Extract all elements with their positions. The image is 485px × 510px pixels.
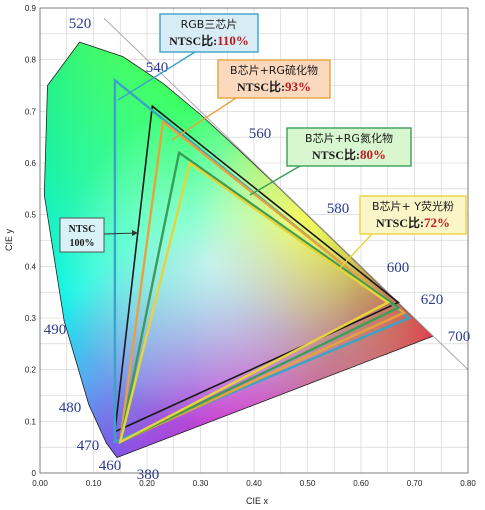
legend-ntsc-ratio: NTSC比:72% — [376, 215, 450, 230]
wavelength-label-380: 380 — [137, 467, 160, 483]
wavelength-label-540: 540 — [146, 60, 169, 76]
gamut-triangle-B芯片+RG硫化物 — [118, 119, 407, 444]
gamut-triangle-B芯片+RG氮化物 — [118, 150, 401, 445]
x-tick-label: 0.20 — [139, 479, 155, 488]
legend-box — [159, 13, 259, 53]
wavelength-label-460: 460 — [99, 458, 122, 474]
ntsc-arrowhead — [132, 230, 138, 236]
y-axis-label: CIE y — [4, 229, 14, 252]
legend-ntsc-ratio: NTSC比:80% — [312, 147, 386, 162]
x-tick-label: 0.80 — [460, 479, 476, 488]
x-tick-label: 0.40 — [246, 479, 262, 488]
ntsc-ratio: 100% — [70, 238, 95, 249]
gamut-triangle-NTSC — [113, 104, 400, 434]
y-tick-label: 0.1 — [25, 417, 37, 426]
y-tick-label: 0.3 — [25, 314, 37, 323]
y-tick-label: 0.6 — [25, 159, 37, 168]
wavelength-label-580: 580 — [327, 201, 350, 217]
leader-line — [339, 233, 373, 269]
wavelength-labels: 520 540 560 580 600 620 700 490 480 470 460 380 — [44, 16, 471, 483]
wavelength-label-480: 480 — [59, 400, 82, 416]
y-tick-label: 0.8 — [25, 56, 37, 65]
x-tick-label: 0.50 — [300, 479, 316, 488]
leader-line — [117, 51, 196, 101]
legend-annotations: RGB三芯片 NTSC比:110% B芯片+RG硫化物 NTSC比:93% B芯片+RG… — [59, 13, 467, 269]
y-tick-label: 0.2 — [25, 366, 37, 375]
legend-ntsc-ratio: NTSC比:93% — [237, 79, 311, 94]
wavelength-label-620: 620 — [421, 292, 444, 308]
legend-series-name: RGB三芯片 — [181, 17, 238, 31]
y-tick-label: 0.9 — [25, 4, 37, 13]
gamut-triangle-B芯片+ Y荧光粉 — [118, 161, 391, 445]
x-axis-label: CIE x — [246, 496, 269, 506]
x-tick-label: 0.60 — [353, 479, 369, 488]
y-tick-label: 0.4 — [25, 262, 37, 271]
wavelength-label-700: 700 — [448, 329, 471, 345]
y-tick-label: 0.7 — [25, 107, 37, 116]
legend-series-name: B芯片+RG氮化物 — [305, 131, 393, 145]
x-tick-label: 0.00 — [32, 479, 48, 488]
plot-frame — [39, 7, 469, 474]
legend-ntsc-ratio: NTSC比:110% — [169, 33, 249, 48]
legend-box — [359, 195, 467, 235]
axis-ticks: 0.00 0.10 0.20 0.30 0.40 0.50 0.60 0.70 0.80 0 0.1… — [25, 4, 476, 488]
ntsc-box — [59, 217, 105, 253]
leader-line — [249, 165, 301, 196]
legend-series-name: B芯片+RG硫化物 — [230, 63, 318, 77]
x-tick-label: 0.30 — [193, 479, 209, 488]
leader-line — [171, 97, 237, 141]
y-tick-label: 0 — [32, 469, 37, 478]
wavelength-label-470: 470 — [77, 438, 100, 454]
ntsc-name: NTSC — [69, 224, 96, 235]
legend-series-name: B芯片+ Y荧光粉 — [372, 199, 454, 213]
wavelength-label-520: 520 — [69, 16, 92, 32]
legend-box — [217, 59, 331, 99]
wavelength-label-600: 600 — [387, 260, 410, 276]
x-tick-label: 0.70 — [407, 479, 423, 488]
x-tick-label: 0.10 — [86, 479, 102, 488]
diagonal-reference-line — [103, 17, 469, 371]
wavelength-label-560: 560 — [249, 126, 272, 142]
y-tick-label: 0.5 — [25, 211, 37, 220]
wavelength-label-490: 490 — [44, 322, 67, 338]
gamut-triangles — [113, 77, 412, 445]
legend-box — [286, 127, 412, 167]
